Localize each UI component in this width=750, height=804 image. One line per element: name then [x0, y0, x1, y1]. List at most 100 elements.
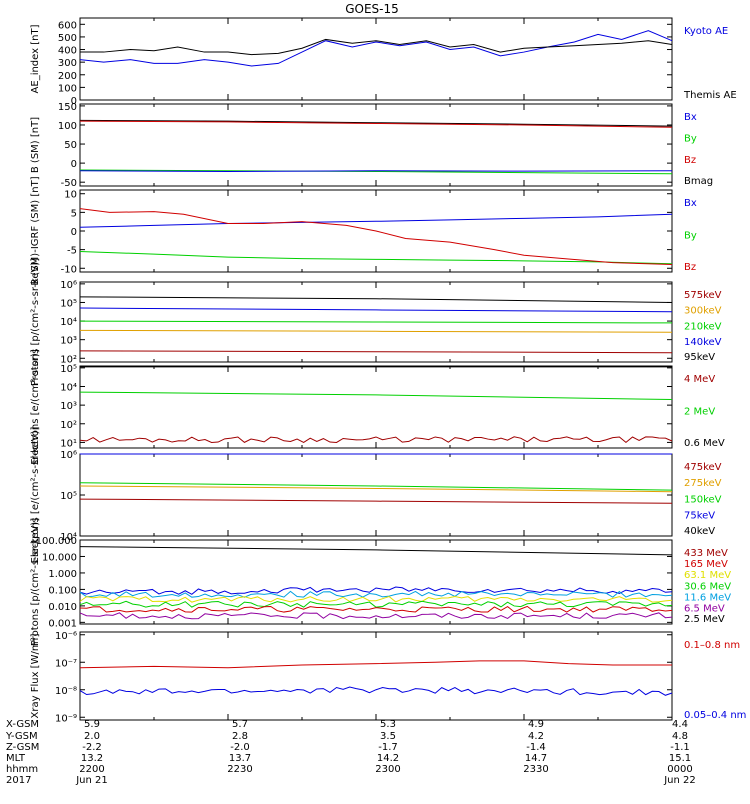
y-axis-label: Electrons [e/(cm²-s-sr)] [30, 349, 41, 465]
y-tick-label: 10² [60, 354, 77, 365]
y-tick-label: 600 [58, 20, 77, 31]
series-line-150kev [79, 482, 673, 491]
y-tick-label: 10³ [60, 336, 77, 347]
y-tick-label: 10² [60, 420, 77, 431]
legend-entry: 4 MeV [684, 374, 715, 385]
y-axis-label: B (SM)-IGRF (SM) [nT] [30, 176, 41, 285]
legend-entry: 30.6 MeV [684, 581, 731, 592]
y-tick-label: 10⁻⁸ [55, 686, 77, 697]
panel-4: 10² 10³ 10⁴ 10⁵ 10⁶ Protons [p/(cm²-s-sr-keV)… [30, 258, 722, 386]
series-line-bmag [79, 119, 673, 127]
legend-entry: 75keV [684, 510, 715, 521]
orbit-value: 4.2 [528, 731, 544, 742]
y-tick-label: 0 [71, 96, 77, 107]
orbit-value: -1.4 [526, 742, 546, 753]
panel-frame [79, 539, 673, 625]
legend-entry: 0.05–0.4 nm [684, 710, 746, 721]
y-axis-label: Protons [p/(cm²-s-sr-keV)] [30, 518, 41, 646]
y-tick-label: 10⁵ [60, 364, 77, 375]
series-line-30-6-mev [79, 600, 673, 608]
series-line-2-mev [79, 391, 673, 401]
orbit-value: -1.1 [670, 742, 690, 753]
series-line-275kev [79, 485, 673, 493]
orbit-value: 2200 [79, 764, 104, 775]
orbit-value: -2.2 [82, 742, 102, 753]
y-tick-label: 0 [71, 227, 77, 238]
orbit-row-label: Y-GSM [5, 731, 38, 742]
legend-entry: Kyoto AE [684, 26, 728, 37]
y-tick-label: 10⁵ [60, 491, 77, 502]
panel-7: 0.001 0.010 0.100 1.000 10.000 100.000Protons… [30, 518, 731, 646]
y-tick-label: 5 [71, 208, 77, 219]
panel-frame [79, 103, 673, 187]
chart-title: GOES-15 [345, 2, 399, 16]
legend-entry: 165 MeV [684, 559, 728, 570]
y-tick-label: -10 [61, 264, 77, 275]
y-tick-label: 100.000 [36, 536, 77, 547]
legend-entry: Bmag [684, 176, 713, 187]
legend-entry: 2 MeV [684, 406, 715, 417]
legend-entry: 40keV [684, 526, 715, 537]
y-tick-label: 10.000 [42, 552, 77, 563]
y-tick-label: 1.000 [48, 569, 77, 580]
orbit-value: 5.7 [232, 719, 248, 730]
y-tick-label: 10⁴ [60, 317, 77, 328]
orbit-value: 2230 [227, 764, 252, 775]
panel-frame [79, 365, 673, 449]
legend-entry: 210keV [684, 321, 722, 332]
y-tick-label: 150 [58, 102, 77, 113]
orbit-value: 4.8 [672, 731, 688, 742]
series-line-bz [79, 208, 673, 266]
orbit-value: 2300 [375, 764, 400, 775]
series-line-2-5-mev [79, 546, 673, 556]
series-line-themis-ae [80, 38, 673, 56]
y-tick-label: 10⁶ [60, 450, 77, 461]
orbit-value: -2.0 [230, 742, 250, 753]
orbit-value: 4.9 [528, 719, 544, 730]
y-tick-label: 400 [58, 46, 77, 57]
panel-2: -50 0 50 100 150 B (SM) [nT] Bx By Bz Bmag [30, 102, 713, 189]
y-tick-label: 300 [58, 58, 77, 69]
y-tick-label: 10³ [60, 401, 77, 412]
orbit-value: 4.4 [672, 719, 688, 730]
legend-entry: 0.6 MeV [684, 438, 725, 449]
y-tick-label: 10⁻⁷ [55, 658, 77, 669]
legend-entry: 150keV [684, 494, 722, 505]
series-line-0-05-0-4-nm [79, 686, 673, 696]
legend-entry: 475keV [684, 462, 722, 473]
series-line-kyoto-ae [79, 30, 673, 67]
legend-entry: 11.6 MeV [684, 592, 731, 603]
orbit-value: 13.7 [229, 753, 251, 764]
y-tick-label: 500 [58, 33, 77, 44]
y-axis-label: Xray Flux [W/m²] [30, 633, 41, 718]
y-tick-label: 10¹ [60, 438, 77, 449]
y-tick-label: 10 [64, 190, 77, 201]
series-line-165-mev [79, 605, 673, 613]
y-axis-label: Electrons [e/(cm²-s-sr-keV)] [30, 426, 41, 563]
orbit-row-label: MLT [6, 753, 26, 764]
orbit-value: 5.9 [84, 719, 100, 730]
legend-entry: By [684, 134, 697, 145]
y-tick-label: -5 [67, 246, 77, 257]
legend-entry: 6.5 MeV [684, 603, 725, 614]
legend-entry: Bx [684, 198, 697, 209]
orbit-value: -1.7 [378, 742, 398, 753]
y-tick-label: 200 [58, 71, 77, 82]
y-axis-label: B (SM) [nT] [30, 117, 41, 173]
orbit-value: 3.5 [380, 731, 396, 742]
y-tick-label: 10⁵ [60, 298, 77, 309]
legend-entry: Bz [684, 155, 696, 166]
orbit-value: 0000 [667, 764, 692, 775]
orbit-row-label: hhmm [6, 764, 38, 775]
y-tick-label: 0.100 [48, 585, 77, 596]
legend-entry: 300keV [684, 306, 722, 317]
y-tick-label: 10⁴ [60, 532, 77, 543]
series-line-63-1-mev [79, 595, 673, 603]
legend-entry: 2.5 MeV [684, 614, 725, 625]
legend-entry: Bz [684, 262, 696, 273]
series-line-by [79, 169, 673, 175]
orbit-value: 2.0 [84, 731, 100, 742]
